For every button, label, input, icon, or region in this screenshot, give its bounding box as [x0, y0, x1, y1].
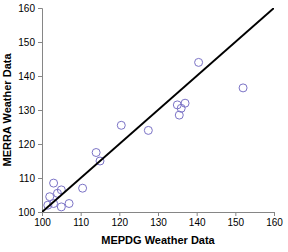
y-tick: 160 — [18, 3, 42, 14]
x-tick-label: 150 — [227, 217, 244, 228]
x-tick-label: 120 — [111, 217, 128, 228]
y-tick: 110 — [19, 173, 42, 184]
marks — [42, 8, 274, 212]
y-tick-mark — [38, 178, 42, 179]
point — [57, 203, 65, 211]
x-tick-label: 100 — [34, 217, 51, 228]
x-tick-label: 160 — [266, 217, 283, 228]
y-tick-mark — [38, 42, 42, 43]
point — [181, 99, 189, 107]
point — [195, 58, 203, 66]
y-tick: 130 — [18, 105, 42, 116]
x-tick: 130 — [150, 212, 167, 228]
y-tick-label: 120 — [18, 139, 35, 150]
y-axis-title: MERRA Weather Data — [1, 53, 13, 167]
y-tick-mark — [38, 8, 42, 9]
x-tick-mark — [81, 212, 82, 216]
y-tick: 140 — [18, 71, 42, 82]
y-tick: 150 — [18, 37, 42, 48]
point — [239, 84, 247, 92]
x-tick: 120 — [111, 212, 128, 228]
y-tick: 100 — [18, 207, 42, 218]
x-axis-line — [43, 213, 275, 217]
point — [144, 126, 152, 134]
x-tick-mark — [158, 212, 159, 216]
plot: 1001101201301401501601001101201301401501… — [18, 3, 283, 228]
x-tick-label: 110 — [73, 217, 89, 228]
y-tick-mark — [38, 144, 42, 145]
y-tick-label: 150 — [18, 37, 35, 48]
x-axis-title: MEPDG Weather Data — [101, 234, 215, 246]
x-tick: 100 — [34, 212, 51, 228]
x-tick-label: 140 — [189, 217, 206, 228]
y-axis-line — [38, 9, 43, 213]
y-tick: 120 — [18, 139, 42, 150]
x-tick-mark — [274, 212, 275, 216]
y-tick-label: 100 — [18, 207, 35, 218]
chart: 1001101201301401501601001101201301401501… — [0, 0, 288, 252]
y-tick-label: 140 — [18, 71, 35, 82]
x-axis: 100 110 120 130 140 150 160 — [34, 212, 283, 228]
point — [79, 184, 87, 192]
x-tick: 140 — [189, 212, 206, 228]
y-tick-label: 130 — [18, 105, 35, 116]
x-tick: 160 — [266, 212, 283, 228]
x-tick-mark — [197, 212, 198, 216]
point — [50, 179, 58, 187]
x-tick-mark — [235, 212, 236, 216]
point — [92, 149, 100, 157]
y-tick-mark — [38, 110, 42, 111]
x-tick-label: 130 — [150, 217, 167, 228]
y-tick-mark — [38, 76, 42, 77]
y-tick-label: 110 — [19, 173, 35, 184]
reference-line — [42, 8, 274, 212]
y-tick-label: 160 — [18, 3, 35, 14]
x-tick: 110 — [73, 212, 89, 228]
y-axis: 100 110 120 130 140 150 160 — [18, 3, 42, 218]
y-tick-mark — [38, 212, 42, 213]
x-tick-mark — [119, 212, 120, 216]
point — [65, 200, 73, 208]
x-tick: 150 — [227, 212, 244, 228]
point — [117, 121, 125, 129]
